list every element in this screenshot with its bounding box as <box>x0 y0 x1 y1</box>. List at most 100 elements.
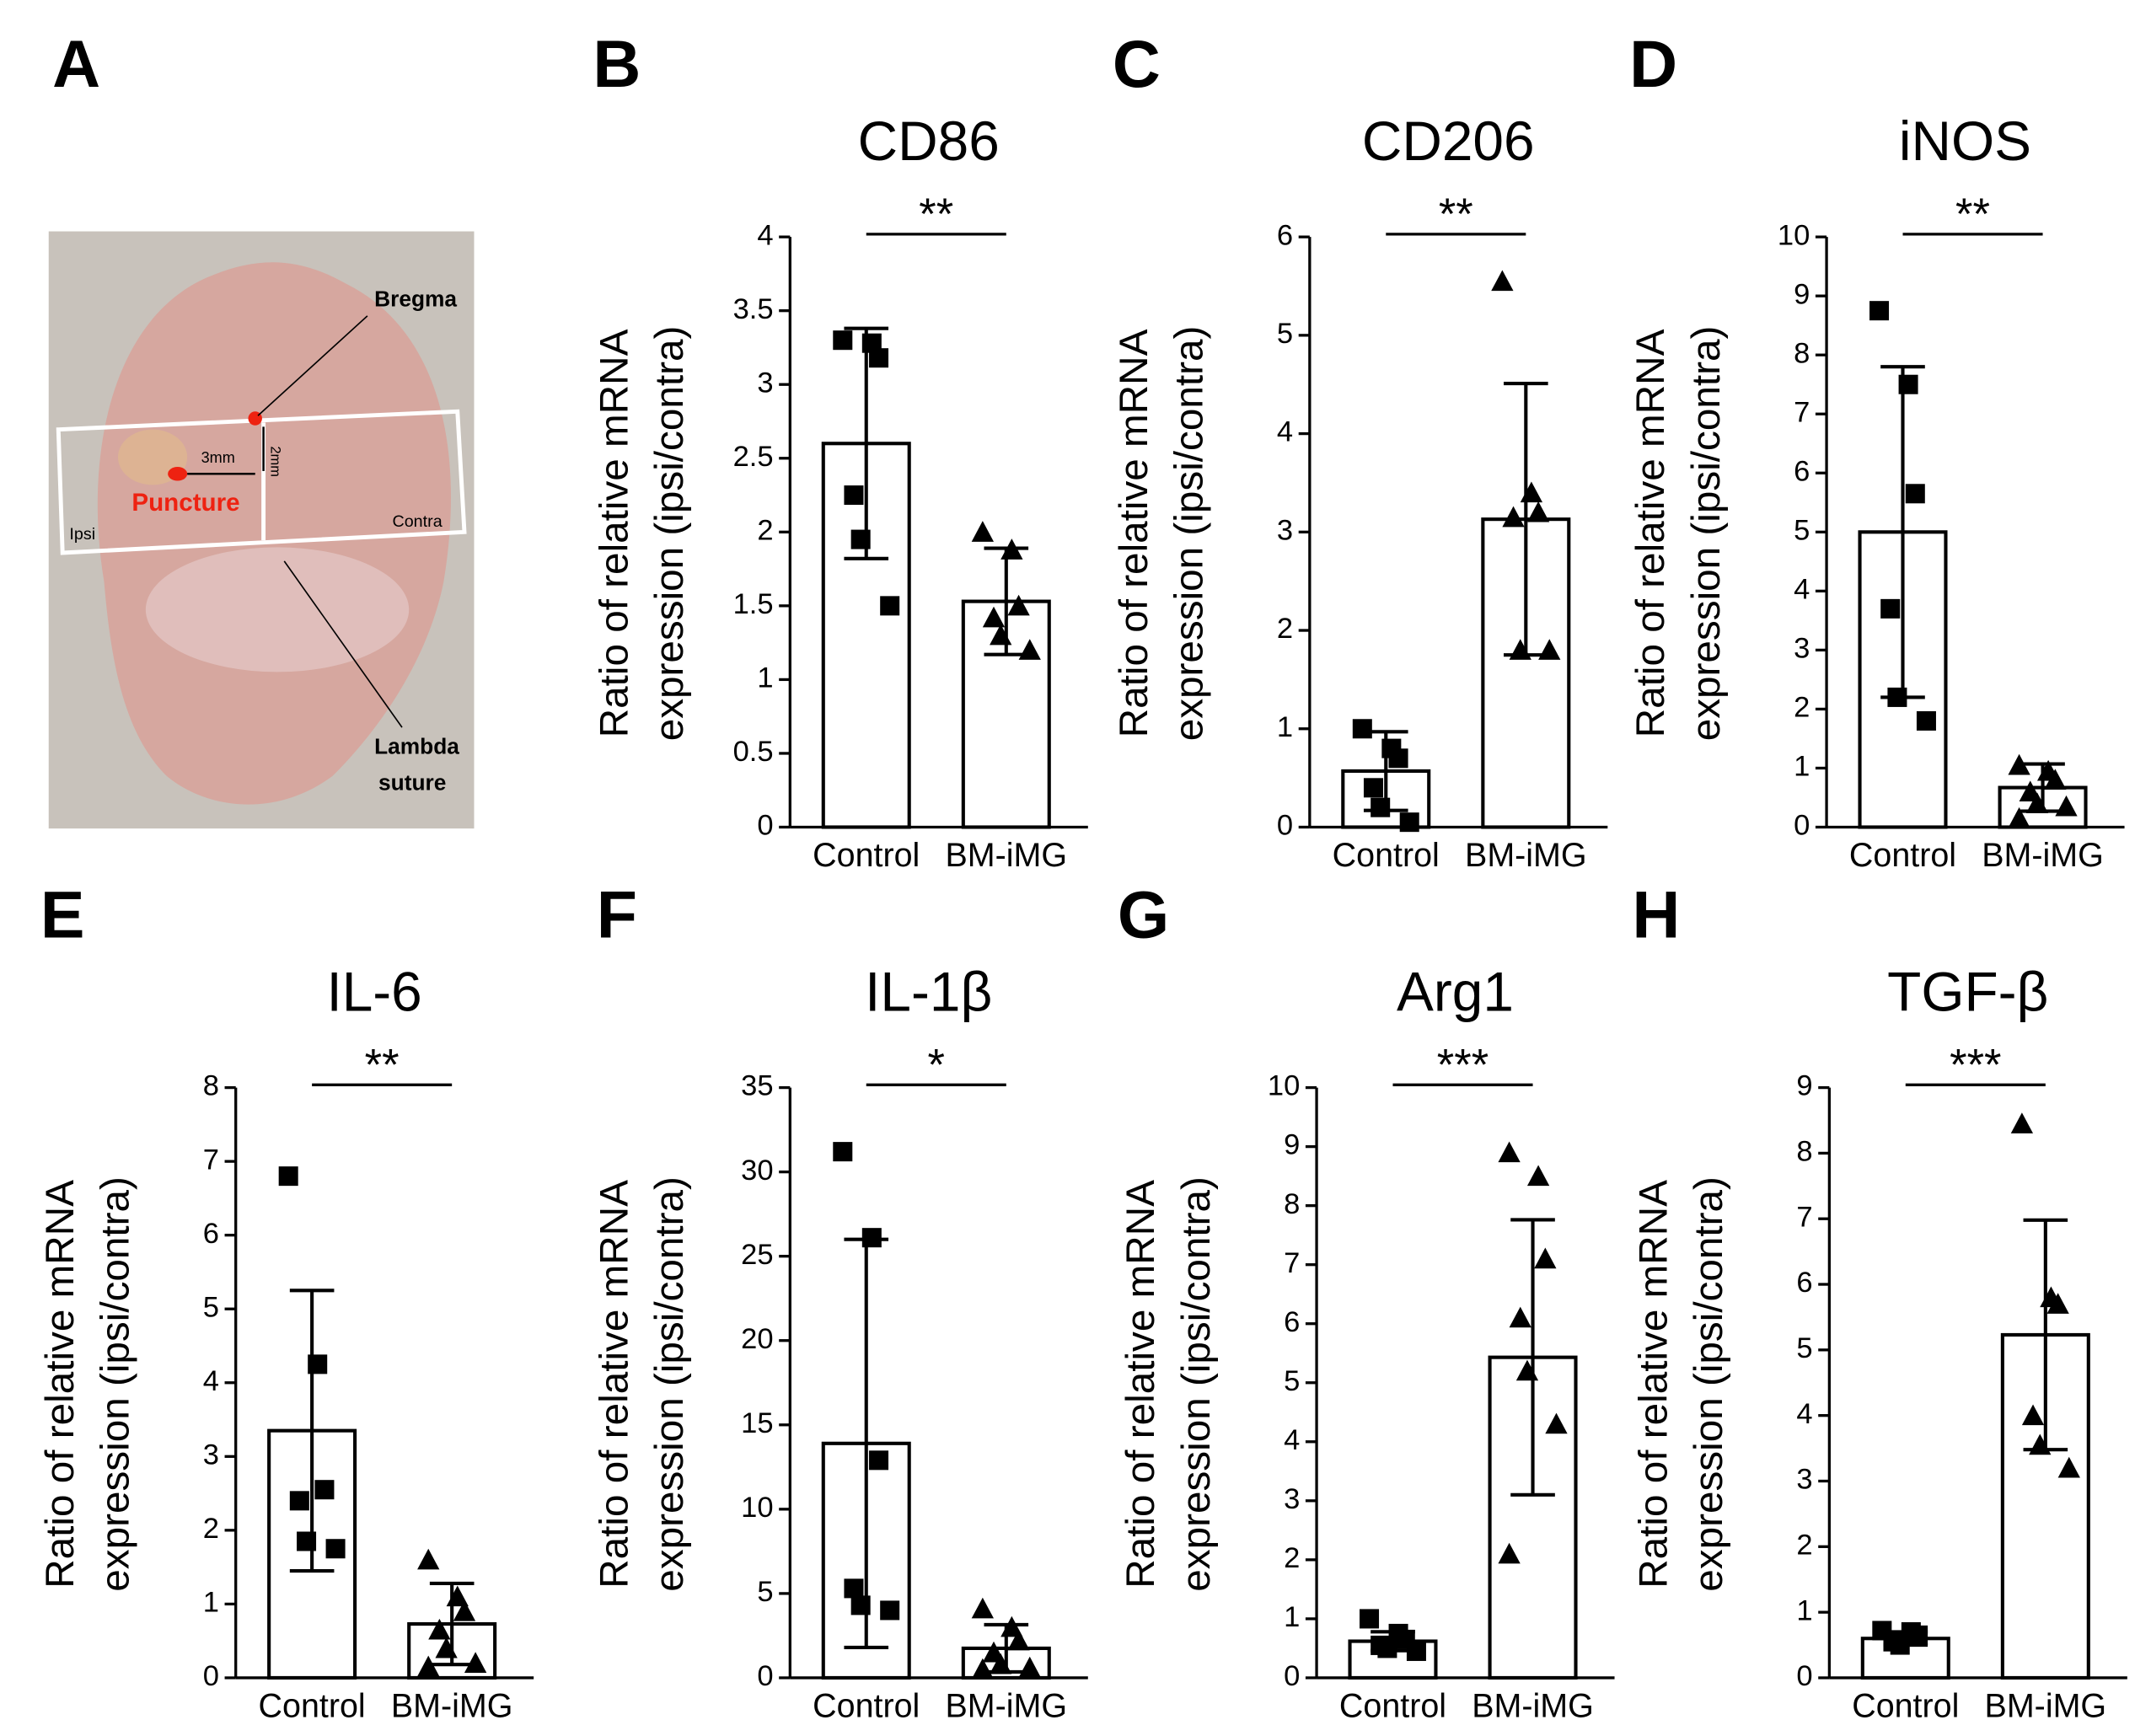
y-axis-label: Ratio of relative mRNA <box>1631 1180 1676 1589</box>
data-point <box>1908 1625 1928 1645</box>
data-point <box>1000 538 1023 560</box>
significance: ** <box>1439 190 1473 239</box>
y-tick-label: 7 <box>1796 1201 1812 1233</box>
data-point <box>2055 795 2078 817</box>
y-tick-label: 0 <box>1284 1660 1300 1692</box>
y-tick-label: 0.5 <box>733 736 774 768</box>
data-point <box>2025 792 2049 813</box>
x-tick-label: BM-iMG <box>1985 1688 2107 1725</box>
data-point <box>1905 484 1925 504</box>
data-point <box>314 1480 335 1500</box>
data-point <box>2029 1433 2052 1455</box>
y-tick-label: 2 <box>757 514 773 546</box>
y-tick-label: 4 <box>1796 1398 1812 1430</box>
brain <box>97 262 452 805</box>
data-point <box>971 521 995 542</box>
data-point <box>1498 1141 1521 1163</box>
y-axis-label: expression (ipsi/contra) <box>647 326 692 742</box>
data-point <box>1509 639 1531 660</box>
y-tick-label: 10 <box>741 1492 773 1524</box>
y-tick-label: 3 <box>203 1439 219 1471</box>
y-tick-label: 5 <box>203 1291 219 1323</box>
y-tick-label: 9 <box>1796 1070 1812 1102</box>
y-axis-label: Ratio of relative mRNA <box>592 1180 636 1589</box>
y-tick-label: 5 <box>1277 318 1293 350</box>
data-point <box>850 529 871 549</box>
chart-title: CD206 <box>1362 110 1535 172</box>
y-tick-label: 3 <box>757 367 773 399</box>
y-tick-label: 4 <box>203 1365 219 1397</box>
data-point <box>844 1578 864 1599</box>
panel-letter: B <box>593 27 641 101</box>
label: Ipsi <box>69 525 95 544</box>
x-tick-label: BM-iMG <box>1982 837 2104 874</box>
y-axis-label: expression (ipsi/contra) <box>1174 1176 1219 1592</box>
x-tick-label: BM-iMG <box>946 1688 1068 1725</box>
data-point <box>1018 1656 1041 1678</box>
y-tick-label: 0 <box>757 810 773 842</box>
y-tick-label: 7 <box>203 1144 219 1176</box>
y-tick-label: 2 <box>1794 692 1810 724</box>
y-tick-label: 2 <box>1796 1529 1812 1561</box>
label: Lambda <box>374 734 459 759</box>
data-point <box>1526 501 1550 522</box>
y-tick-label: 1 <box>1277 711 1293 743</box>
x-tick-label: Control <box>1333 837 1440 874</box>
y-tick-label: 7 <box>1794 396 1810 428</box>
data-point <box>428 1618 451 1640</box>
data-point <box>325 1539 346 1559</box>
label: 2mm <box>267 446 282 477</box>
pointer <box>283 560 403 728</box>
significance: ** <box>1955 190 1990 239</box>
y-axis-label: Ratio of relative mRNA <box>38 1180 83 1589</box>
y-tick-label: 6 <box>203 1218 219 1250</box>
y-tick-label: 6 <box>1277 219 1293 251</box>
data-point <box>1916 710 1936 731</box>
data-point <box>880 1600 900 1621</box>
label: Puncture <box>131 489 239 517</box>
y-tick-label: 3 <box>1796 1464 1812 1496</box>
y-tick-label: 9 <box>1284 1129 1300 1161</box>
x-tick-label: BM-iMG <box>946 837 1068 874</box>
y-tick-label: 3 <box>1284 1483 1300 1515</box>
data-point <box>2044 769 2067 790</box>
panel-letter: G <box>1118 877 1169 951</box>
chart-title: IL-1β <box>865 960 992 1022</box>
y-tick-label: 10 <box>1778 219 1810 251</box>
y-axis-label: expression (ipsi/contra) <box>1684 326 1729 742</box>
y-tick-label: 8 <box>1794 337 1810 369</box>
data-point <box>2021 1404 2045 1426</box>
box <box>56 409 467 555</box>
data-point <box>1377 1638 1397 1658</box>
data-point <box>1007 1629 1030 1651</box>
y-tick-label: 1.5 <box>733 588 774 620</box>
data-point <box>1538 639 1561 660</box>
data-point <box>833 330 853 351</box>
significance: * <box>928 1040 945 1090</box>
y-tick-label: 6 <box>1284 1306 1300 1338</box>
y-tick-label: 8 <box>1284 1188 1300 1220</box>
data-point <box>869 348 889 368</box>
y-axis-label: expression (ipsi/contra) <box>647 1176 692 1592</box>
y-tick-label: 1 <box>1796 1594 1812 1626</box>
data-point <box>1502 506 1525 528</box>
data-point <box>1399 812 1419 833</box>
data-point <box>861 333 882 353</box>
y-tick-label: 1 <box>757 662 773 694</box>
y-tick-label: 10 <box>1268 1070 1300 1102</box>
significance: *** <box>1437 1040 1489 1090</box>
y-tick-label: 0 <box>1794 810 1810 842</box>
chart-panel: H TGF-β Ratio of relative mRNA expression (… <box>1631 877 2127 1725</box>
y-tick-label: 30 <box>741 1155 773 1187</box>
data-point <box>1018 639 1041 660</box>
chart-panel: G Arg1 Ratio of relative mRNA expression (i… <box>1118 877 1615 1725</box>
panel-letter: D <box>1629 27 1677 101</box>
y-tick-label: 1 <box>203 1587 219 1619</box>
data-point <box>990 1653 1012 1674</box>
data-point <box>2057 1456 2080 1478</box>
data-point <box>278 1166 298 1187</box>
chart-title: CD86 <box>858 110 1000 172</box>
y-tick-label: 2 <box>1277 613 1293 645</box>
